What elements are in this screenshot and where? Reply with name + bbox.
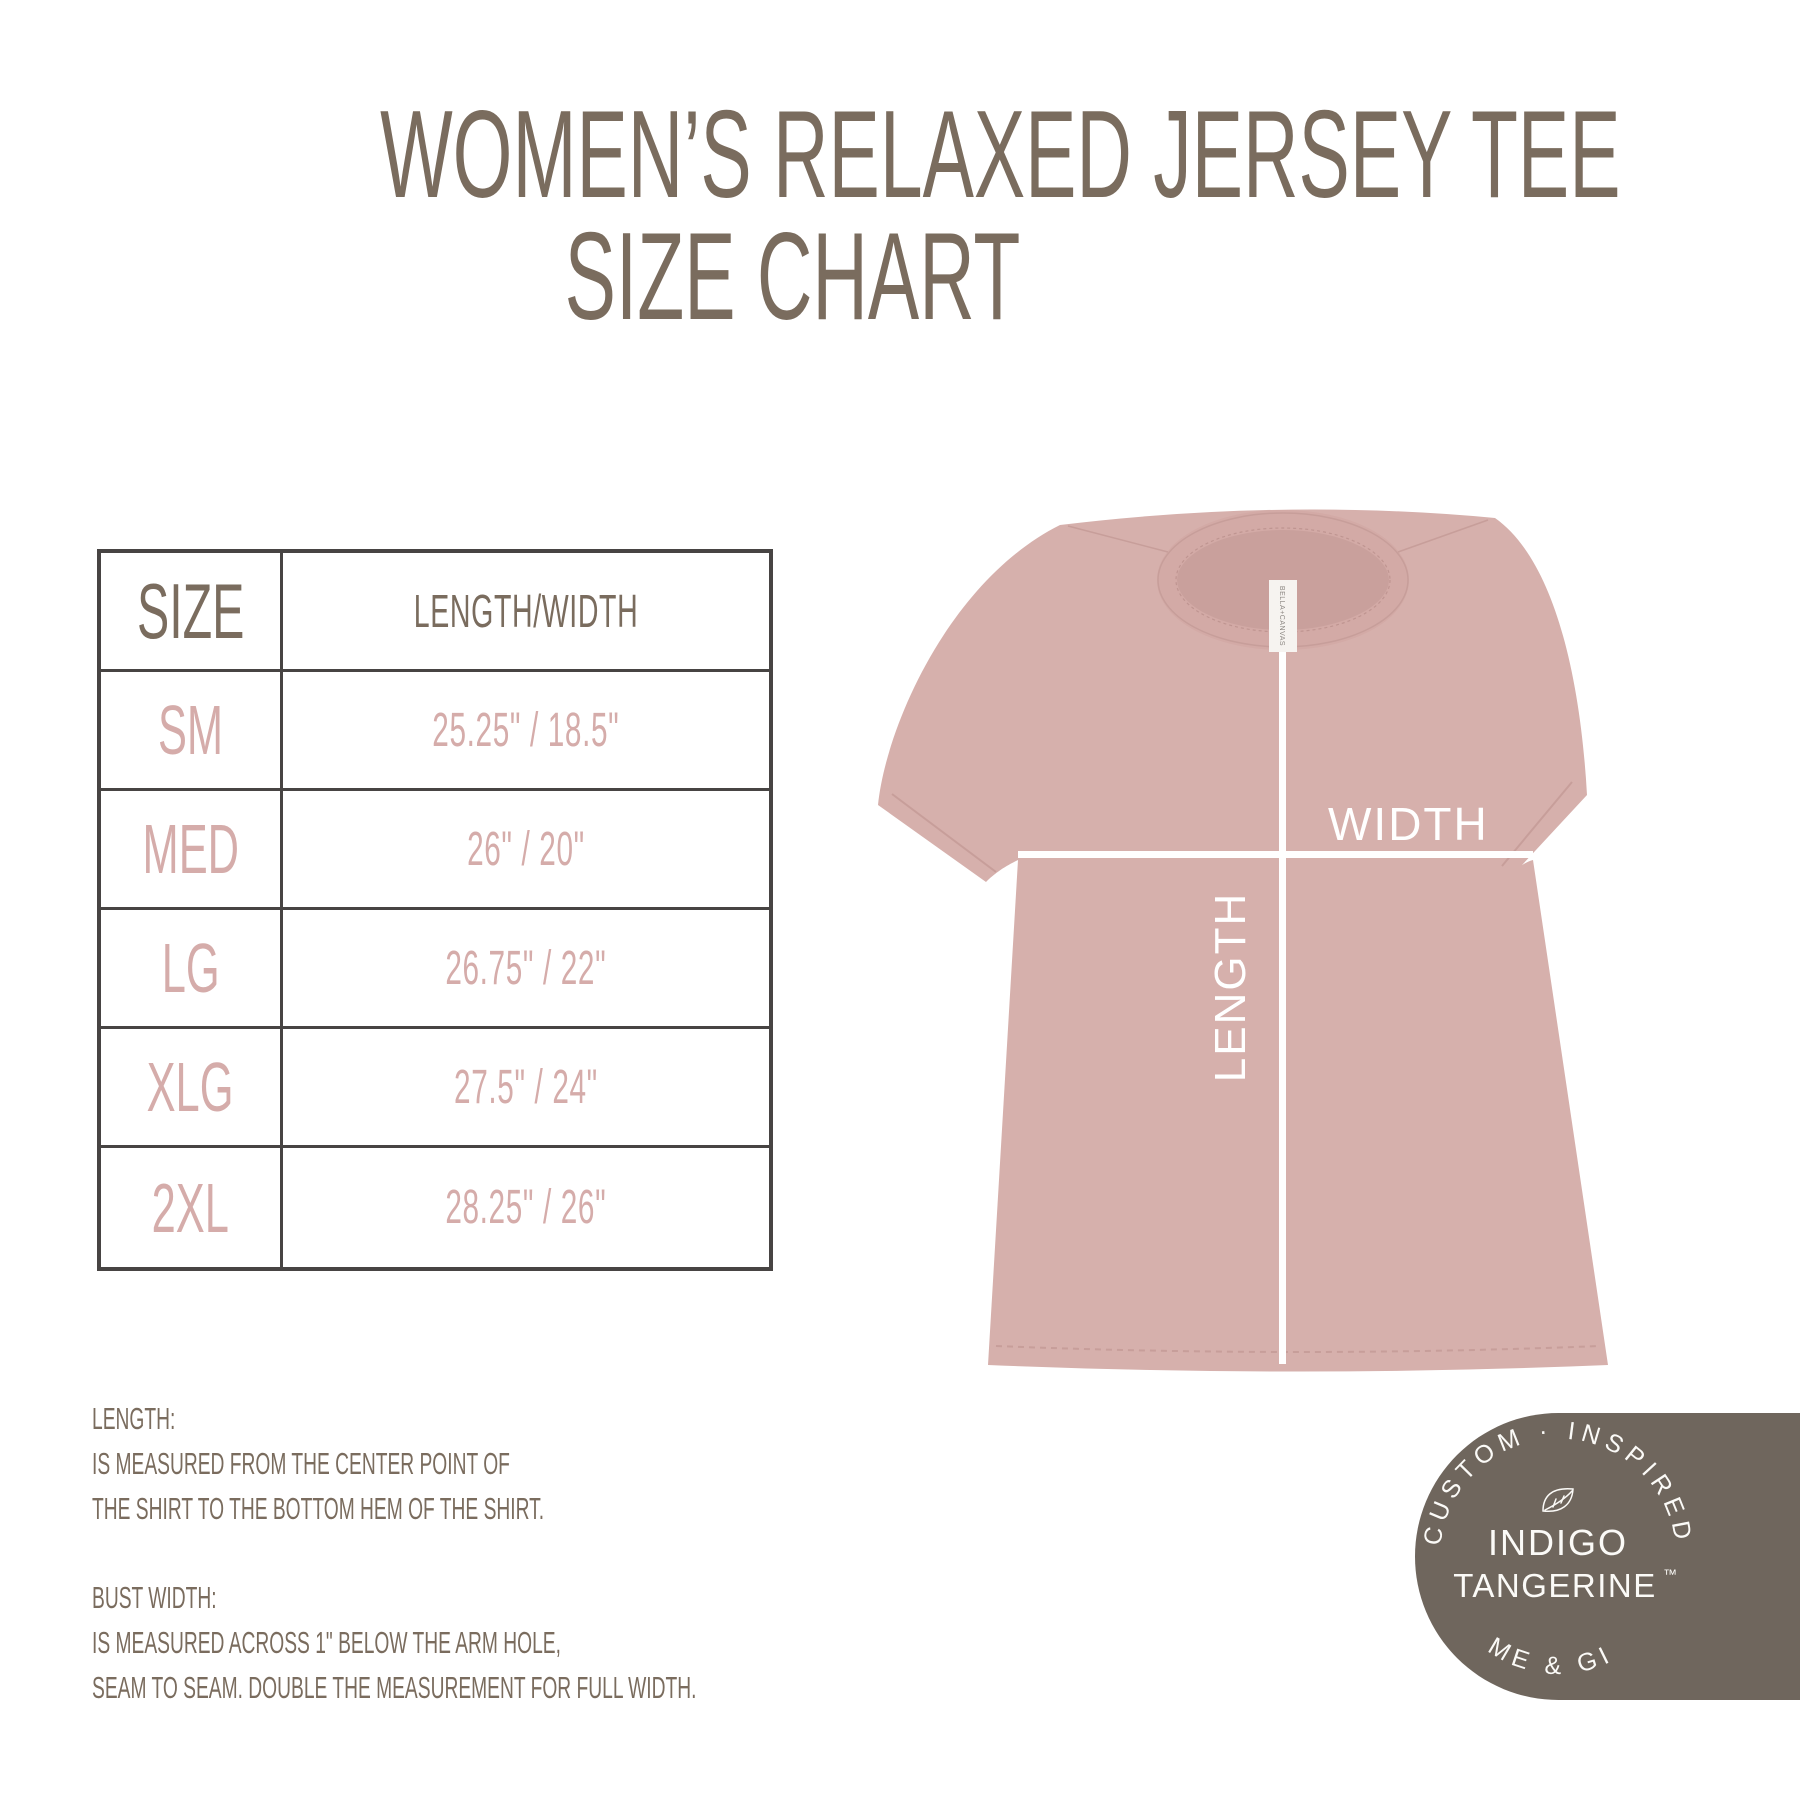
- cuff-seam-left: [891, 793, 997, 873]
- table-row-2xl-size: 2XL: [101, 1148, 283, 1267]
- table-row-med-value: 26" / 20": [283, 791, 769, 910]
- tshirt-graphic: BELLA+CANVAS WIDTH LENGTH: [878, 509, 1608, 1372]
- page-title-text: WOMEN’S RELAXED JERSEY TEE: [380, 86, 1621, 224]
- leaf-icon: [1542, 1488, 1574, 1513]
- table-row-2xl-value: 28.25" / 26": [445, 1181, 607, 1234]
- badge-brand-line1: INDIGO: [1488, 1522, 1628, 1563]
- table-row-lg-size: LG: [101, 910, 283, 1029]
- table-row-xlg-value: 27.5" / 24": [283, 1029, 769, 1148]
- neck-tag-text: BELLA+CANVAS: [1278, 586, 1285, 646]
- width-label: WIDTH: [1328, 798, 1489, 850]
- length-note-heading: LENGTH:: [92, 1400, 176, 1436]
- brand-badge: CUSTOM · INSPIRED INDIGO TANGERINE ™ HOM…: [1415, 1413, 1800, 1700]
- table-row-xlg-size: XLG: [101, 1029, 283, 1148]
- shoulder-seam-right: [1397, 519, 1489, 553]
- page-subtitle-text: SIZE CHART: [564, 208, 1020, 346]
- bust-note-line2: SEAM TO SEAM. DOUBLE THE MEASUREMENT FOR…: [92, 1669, 697, 1705]
- neck-tag: [1269, 580, 1297, 652]
- length-line: [1279, 652, 1286, 1364]
- table-row-lg-value: 26.75" / 22": [283, 910, 769, 1029]
- size-table: SIZE LENGTH/WIDTH SM 25.25" / 18.5" MED …: [97, 549, 773, 1271]
- hem-stitch: [995, 1345, 1601, 1353]
- measurement-notes: LENGTH: IS MEASURED FROM THE CENTER POIN…: [92, 1396, 1067, 1710]
- badge-brand-line2: TANGERINE: [1453, 1567, 1657, 1604]
- length-label: LENGTH: [1206, 892, 1255, 1082]
- size-table-header-size: SIZE: [101, 553, 283, 672]
- table-row-sm-size: SM: [101, 672, 283, 791]
- size-table-header-measurement: LENGTH/WIDTH: [283, 553, 769, 672]
- width-line: [1018, 851, 1533, 858]
- tshirt-body: [878, 509, 1608, 1372]
- page-title: WOMEN’S RELAXED JERSEY TEE: [0, 93, 1620, 217]
- length-note-line1: IS MEASURED FROM THE CENTER POINT OF: [92, 1445, 510, 1481]
- table-row-med-size: MED: [101, 791, 283, 910]
- length-note-line2: THE SHIRT TO THE BOTTOM HEM OF THE SHIRT…: [92, 1490, 545, 1526]
- page-subtitle: SIZE CHART: [0, 208, 1584, 346]
- shoulder-seam-left: [1067, 525, 1169, 553]
- bust-note-heading: BUST WIDTH:: [92, 1579, 217, 1615]
- badge-trademark: ™: [1663, 1566, 1677, 1582]
- table-row-sm-value: 25.25" / 18.5": [283, 672, 769, 791]
- notes-spacer: [92, 1531, 1067, 1575]
- bust-note-line1: IS MEASURED ACROSS 1" BELOW THE ARM HOLE…: [92, 1624, 561, 1660]
- brand-badge-art: CUSTOM · INSPIRED INDIGO TANGERINE ™ HOM…: [1415, 1413, 1692, 1680]
